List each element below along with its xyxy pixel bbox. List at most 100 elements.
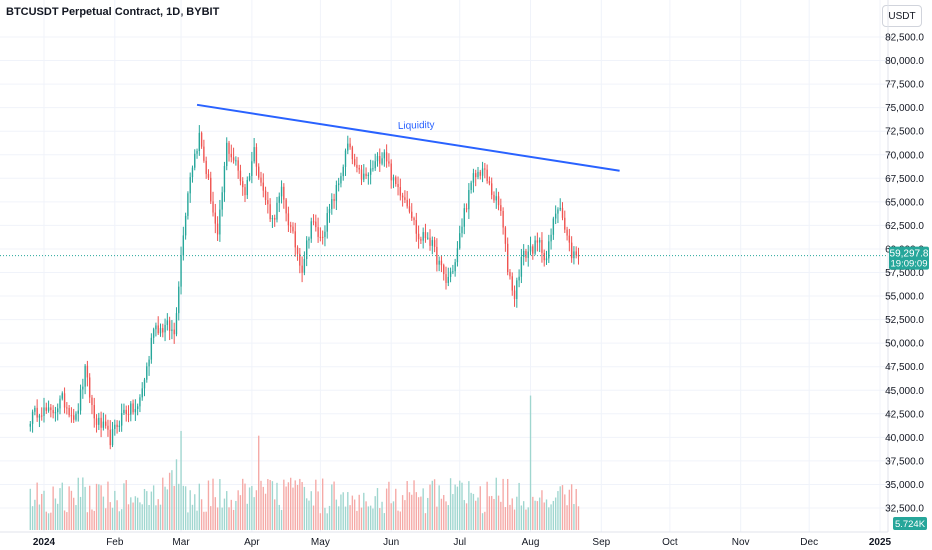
candle-body	[244, 187, 246, 196]
volume-bar	[470, 492, 472, 530]
volume-bar	[102, 496, 105, 530]
candle-body	[456, 248, 459, 263]
volume-bar	[269, 479, 271, 530]
volume-bar	[38, 504, 41, 530]
candle-body	[77, 410, 79, 414]
candle-body	[136, 406, 139, 410]
volume-bar	[45, 511, 47, 530]
volume-bar	[107, 481, 109, 530]
candle-body	[406, 199, 408, 207]
trendline[interactable]	[196, 103, 620, 172]
candle-body	[513, 290, 516, 299]
volume-bar	[365, 501, 367, 530]
candle-body	[230, 153, 232, 158]
candle-body	[54, 412, 57, 414]
volume-bar	[239, 495, 242, 530]
volume-bar	[168, 472, 171, 530]
volume-bar	[566, 505, 568, 530]
volume-bar	[372, 508, 374, 530]
price-tick-label: 32,500.0	[885, 504, 924, 515]
candle-body	[417, 233, 420, 240]
candle-body	[324, 231, 326, 237]
volume-bar	[267, 479, 269, 530]
volume-bar	[502, 478, 504, 530]
volume-bar	[561, 485, 564, 530]
candle-body	[111, 428, 114, 446]
candle-body	[299, 253, 301, 266]
volume-bar	[251, 486, 253, 530]
volume-bar	[358, 494, 360, 530]
price-tick-label: 55,000.0	[885, 292, 924, 303]
volume-bar	[109, 502, 111, 530]
volume-bar	[303, 486, 306, 530]
volume-bar	[326, 513, 328, 530]
volume-bar	[61, 482, 63, 530]
price-tick-label: 35,000.0	[885, 480, 924, 491]
candle-body	[577, 255, 580, 257]
time-tick-label: Nov	[732, 537, 750, 548]
volume-bar	[488, 496, 491, 530]
candle-body	[449, 271, 452, 277]
price-axis[interactable]: 32,500.0 35,000.0 37,500.0 40,000.0 42,500.0…	[885, 33, 924, 515]
volume-bar	[280, 509, 283, 530]
time-tick-label: Sep	[592, 537, 610, 548]
candle-body	[468, 190, 470, 210]
time-tick-label: Apr	[244, 537, 260, 548]
volume-bar	[573, 504, 575, 530]
candle-body	[484, 168, 486, 170]
candle-body	[431, 240, 433, 246]
volume-bar	[182, 485, 185, 530]
candle-body	[216, 223, 219, 235]
volume-bar	[538, 497, 541, 530]
candle-body	[342, 166, 344, 177]
candle-body	[296, 247, 299, 254]
volume-bar	[100, 485, 102, 530]
volume-bar	[189, 490, 191, 530]
candle-body	[321, 236, 324, 238]
volume-bar	[262, 486, 264, 530]
candle-body	[283, 186, 285, 200]
candle-body	[84, 365, 86, 387]
time-axis[interactable]: 2024 Feb Mar Apr May Jun Jul Aug Sep Oct Nov Dec 202…	[33, 537, 892, 548]
volume-bar	[207, 480, 210, 530]
volume-bar	[468, 481, 470, 530]
candle-body	[116, 424, 118, 427]
candle-body	[541, 240, 543, 253]
candle-body	[207, 174, 210, 178]
candle-body	[194, 153, 196, 168]
volume-bar	[381, 501, 383, 530]
candle-body	[41, 415, 43, 417]
volume-bar	[88, 485, 91, 530]
candle-body	[166, 320, 169, 325]
volume-bar	[527, 507, 529, 530]
volume-bar	[552, 500, 555, 530]
currency-selector[interactable]: USDT	[882, 5, 922, 27]
volume-bar	[395, 488, 397, 530]
volume-bar	[184, 486, 187, 530]
volume-bar	[344, 506, 347, 530]
candle-body	[70, 415, 73, 417]
candle-body	[506, 243, 509, 272]
candle-body	[200, 132, 203, 147]
volume-bar	[438, 485, 440, 530]
volume-bar	[504, 507, 507, 530]
candle-body	[344, 150, 347, 167]
candle-body	[518, 276, 520, 281]
volume-bar	[511, 498, 513, 530]
volume-bar	[290, 477, 292, 530]
volume-bar	[319, 513, 322, 530]
volume-bar	[463, 500, 465, 530]
volume-bar	[550, 504, 552, 530]
candle-body	[381, 158, 383, 164]
candle-body	[477, 171, 479, 178]
volume-bar	[312, 505, 315, 530]
candle-body	[372, 168, 374, 170]
volume-bar	[429, 484, 431, 530]
volume-bar	[536, 501, 539, 530]
volume-bar	[200, 499, 203, 530]
candle-body	[180, 255, 182, 287]
candle-body	[454, 262, 456, 272]
time-tick-label: Jul	[453, 537, 466, 548]
volume-bar	[577, 506, 580, 530]
